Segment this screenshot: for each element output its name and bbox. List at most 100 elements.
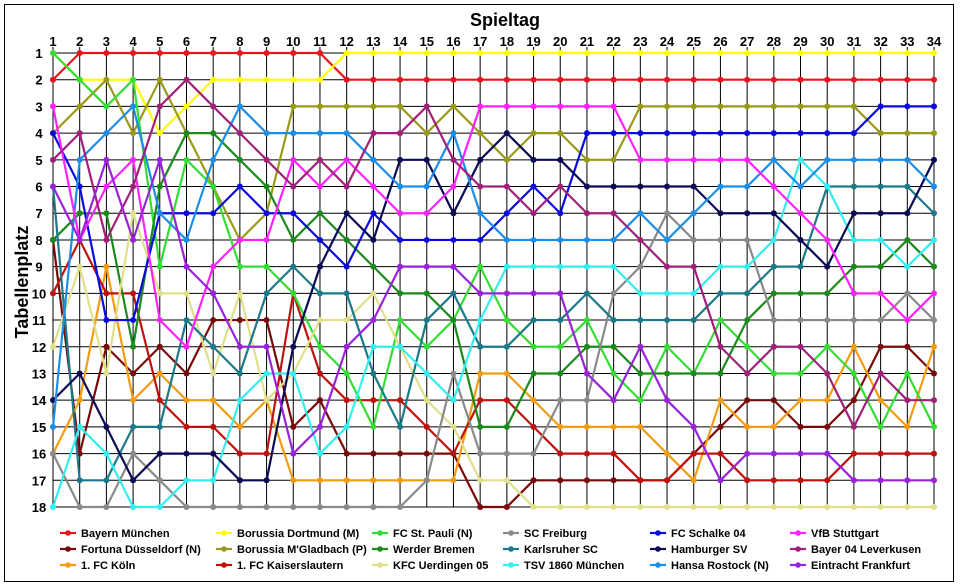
- data-point: [397, 450, 404, 457]
- series-line: [52, 132, 935, 428]
- legend-swatch-dot: [795, 562, 801, 568]
- data-point: [50, 450, 56, 457]
- data-point: [370, 183, 377, 190]
- x-tick-label: 29: [793, 34, 807, 49]
- data-point: [557, 50, 564, 56]
- data-point: [557, 156, 564, 163]
- data-point: [156, 423, 163, 430]
- data-point: [583, 130, 590, 137]
- data-point: [717, 76, 724, 83]
- data-point: [503, 50, 510, 56]
- data-point: [236, 397, 243, 404]
- data-point: [610, 50, 617, 56]
- data-point: [824, 50, 831, 56]
- legend-item: Werder Bremen: [372, 544, 475, 556]
- x-tick-label: 9: [263, 34, 270, 49]
- data-point: [824, 183, 831, 190]
- legend-swatch-dot: [795, 530, 801, 536]
- data-point: [744, 370, 751, 377]
- data-point: [450, 423, 457, 430]
- data-point: [530, 236, 537, 243]
- data-point: [290, 370, 297, 377]
- data-point: [904, 370, 911, 377]
- legend-label: VfB Stuttgart: [811, 528, 879, 540]
- x-tick-label: 6: [183, 34, 190, 49]
- data-point: [877, 263, 884, 270]
- data-point: [583, 183, 590, 190]
- data-point: [931, 236, 937, 243]
- data-point: [370, 263, 377, 270]
- data-point: [530, 317, 537, 324]
- legend-item: Hansa Rostock (N): [650, 560, 769, 572]
- legend-label: KFC Uerdingen 05: [393, 560, 488, 572]
- data-point: [797, 397, 804, 404]
- data-point: [744, 156, 751, 163]
- data-point: [877, 317, 884, 324]
- data-point: [770, 183, 777, 190]
- data-point: [477, 397, 484, 404]
- data-point: [690, 76, 697, 83]
- data-point: [931, 450, 937, 457]
- data-point: [583, 76, 590, 83]
- data-point: [156, 263, 163, 270]
- data-point: [690, 156, 697, 163]
- x-tick-label: 27: [740, 34, 754, 49]
- data-point: [877, 103, 884, 110]
- data-point: [263, 236, 270, 243]
- series-5: [50, 236, 937, 484]
- data-point: [664, 477, 671, 484]
- data-point: [530, 290, 537, 297]
- legend-label: Werder Bremen: [393, 544, 475, 556]
- data-point: [797, 130, 804, 137]
- data-point: [236, 76, 243, 83]
- data-point: [236, 263, 243, 270]
- legend-swatch-dot: [795, 546, 801, 552]
- data-point: [210, 477, 217, 484]
- data-point: [450, 263, 457, 270]
- data-point: [450, 397, 457, 404]
- data-point: [850, 236, 857, 243]
- data-point: [931, 290, 937, 297]
- data-point: [744, 50, 751, 56]
- data-point: [130, 156, 137, 163]
- data-point: [503, 477, 510, 484]
- data-point: [557, 504, 564, 510]
- data-point: [877, 130, 884, 137]
- data-point: [343, 477, 350, 484]
- data-point: [557, 423, 564, 430]
- data-point: [637, 76, 644, 83]
- legend-item: Borussia Dortmund (M): [216, 528, 360, 540]
- data-point: [824, 423, 831, 430]
- data-point: [610, 477, 617, 484]
- data-point: [183, 397, 190, 404]
- legend-swatch-dot: [655, 546, 661, 552]
- data-point: [717, 343, 724, 350]
- data-point: [770, 236, 777, 243]
- data-point: [397, 290, 404, 297]
- data-point: [744, 236, 751, 243]
- data-point: [343, 423, 350, 430]
- legend-item: Bayern München: [60, 528, 170, 540]
- data-point: [770, 103, 777, 110]
- legend-item: Fortuna Düsseldorf (N): [60, 544, 201, 556]
- data-point: [904, 343, 911, 350]
- data-point: [931, 263, 937, 270]
- data-point: [50, 76, 56, 83]
- data-point: [76, 504, 83, 510]
- data-point: [610, 76, 617, 83]
- data-point: [76, 423, 83, 430]
- data-point: [343, 210, 350, 217]
- data-point: [744, 183, 751, 190]
- data-point: [503, 504, 510, 510]
- data-point: [797, 210, 804, 217]
- legend-item: 1. FC Kaiserslautern: [216, 560, 344, 572]
- data-point: [530, 103, 537, 110]
- data-point: [103, 76, 110, 83]
- data-point: [503, 183, 510, 190]
- data-point: [557, 370, 564, 377]
- data-point: [236, 504, 243, 510]
- data-point: [183, 450, 190, 457]
- data-point: [664, 50, 671, 56]
- data-point: [370, 76, 377, 83]
- y-tick-label: 1: [35, 46, 42, 61]
